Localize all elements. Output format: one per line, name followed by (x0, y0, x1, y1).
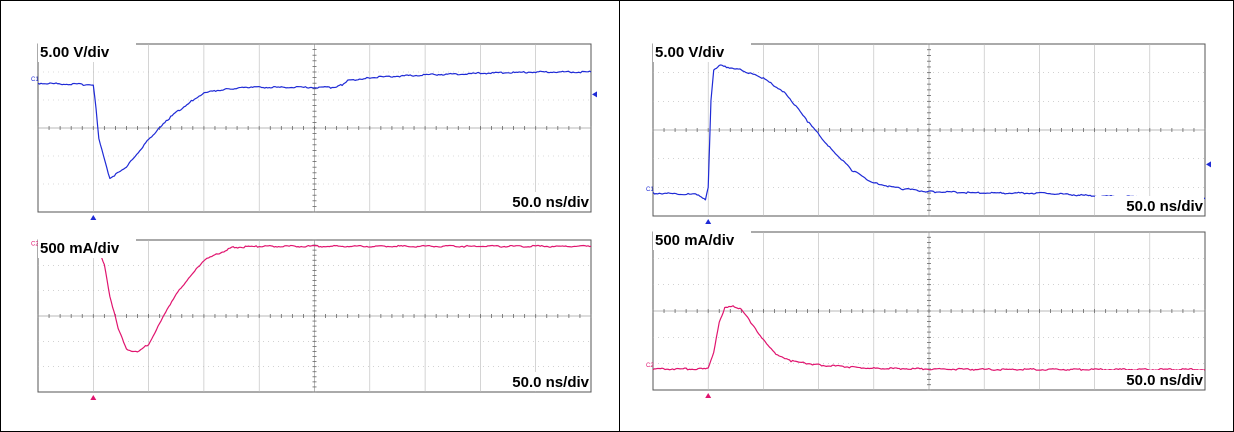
right-voltage-plot: C1 5.00 V/div 50.0 ns/div (646, 42, 1211, 224)
left-voltage-time-label: 50.0 ns/div (512, 194, 589, 211)
left-current-trace (37, 244, 592, 353)
right-voltage-scale-label: 5.00 V/div (655, 44, 725, 61)
left-voltage-time-label-bg (481, 192, 590, 211)
left-current-scale-label: 500 mA/div (40, 240, 120, 257)
right-voltage-time-label-bg (1095, 196, 1204, 215)
left-voltage-trigger-marker (90, 215, 97, 220)
right-voltage-time-label: 50.0 ns/div (1126, 198, 1203, 215)
left-voltage-scale-label: 5.00 V/div (40, 44, 110, 61)
right-current-scale-label-bg (653, 230, 751, 250)
left-current-time-label-bg (481, 372, 590, 391)
left-voltage-channel-marker: C1 (31, 77, 39, 83)
right-current-time-label-bg (1095, 370, 1204, 389)
left-current-time-label: 50.0 ns/div (512, 374, 589, 391)
left-current-channel-marker: C2 (31, 242, 39, 248)
right-voltage-trigger-marker (705, 219, 712, 224)
right-current-time-label: 50.0 ns/div (1126, 372, 1203, 389)
right-voltage-scale-label-bg (653, 42, 751, 62)
right-voltage-offset-marker (1206, 161, 1211, 168)
right-current-trace (652, 305, 1206, 371)
left-voltage-offset-marker (592, 91, 597, 98)
left-voltage-plot: C1 5.00 V/div 50.0 ns/div (31, 42, 597, 220)
left-current-scale-label-bg (38, 238, 136, 258)
right-current-trigger-marker (705, 393, 712, 398)
left-voltage-scale-label-bg (38, 42, 136, 62)
left-current-trigger-marker (90, 395, 97, 400)
right-current-channel-marker: C2 (646, 363, 654, 369)
right-voltage-channel-marker: C1 (646, 187, 654, 193)
left-current-plot: C2 500 mA/div 50.0 ns/div (31, 238, 592, 400)
right-current-scale-label: 500 mA/div (655, 232, 735, 249)
right-current-plot: C2 500 mA/div 50.0 ns/div (646, 230, 1206, 398)
left-voltage-trace (37, 70, 592, 180)
